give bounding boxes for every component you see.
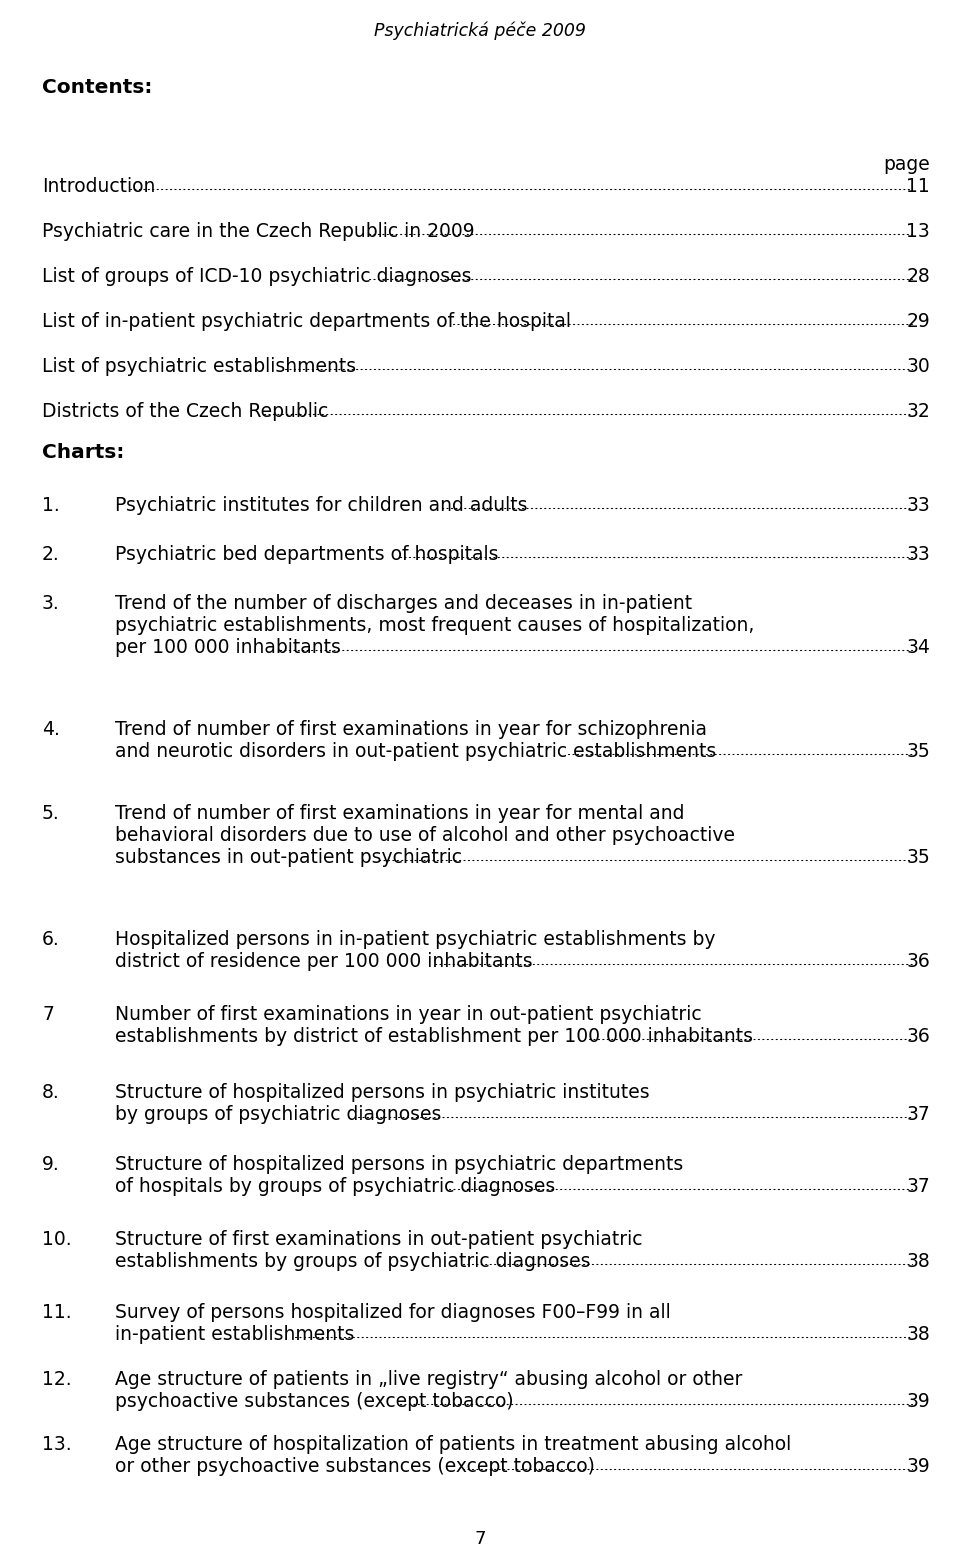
Text: Age structure of hospitalization of patients in treatment abusing alcohol: Age structure of hospitalization of pati… xyxy=(115,1435,791,1454)
Text: 28: 28 xyxy=(906,267,930,286)
Text: List of in-patient psychiatric departments of the hospital: List of in-patient psychiatric departmen… xyxy=(42,312,571,331)
Text: Introduction: Introduction xyxy=(42,177,156,195)
Text: 7: 7 xyxy=(474,1531,486,1548)
Text: List of groups of ICD-10 psychiatric diagnoses: List of groups of ICD-10 psychiatric dia… xyxy=(42,267,471,286)
Text: 38: 38 xyxy=(906,1325,930,1343)
Text: or other psychoactive substances (except tobacco): or other psychoactive substances (except… xyxy=(115,1457,595,1476)
Text: of hospitals by groups of psychiatric diagnoses: of hospitals by groups of psychiatric di… xyxy=(115,1178,555,1196)
Text: Structure of first examinations in out-patient psychiatric: Structure of first examinations in out-p… xyxy=(115,1229,642,1250)
Text: Trend of the number of discharges and deceases in in-patient: Trend of the number of discharges and de… xyxy=(115,594,692,612)
Text: substances in out-patient psychiatric: substances in out-patient psychiatric xyxy=(115,848,462,867)
Text: 35: 35 xyxy=(906,848,930,867)
Text: 33: 33 xyxy=(906,545,930,564)
Text: Trend of number of first examinations in year for schizophrenia: Trend of number of first examinations in… xyxy=(115,720,707,739)
Text: Psychiatrická péče 2009: Psychiatrická péče 2009 xyxy=(374,22,586,41)
Text: Charts:: Charts: xyxy=(42,444,125,462)
Text: Structure of hospitalized persons in psychiatric departments: Structure of hospitalized persons in psy… xyxy=(115,1154,684,1175)
Text: Age structure of patients in „live registry“ abusing alcohol or other: Age structure of patients in „live regis… xyxy=(115,1370,742,1389)
Text: 6.: 6. xyxy=(42,929,60,950)
Text: 12.: 12. xyxy=(42,1370,72,1389)
Text: 2.: 2. xyxy=(42,545,60,564)
Text: establishments by groups of psychiatric diagnoses: establishments by groups of psychiatric … xyxy=(115,1253,590,1271)
Text: Contents:: Contents: xyxy=(42,78,153,97)
Text: 3.: 3. xyxy=(42,594,60,612)
Text: 36: 36 xyxy=(906,1026,930,1047)
Text: by groups of psychiatric diagnoses: by groups of psychiatric diagnoses xyxy=(115,1104,442,1125)
Text: 7: 7 xyxy=(42,1004,54,1025)
Text: 39: 39 xyxy=(906,1392,930,1410)
Text: per 100 000 inhabitants: per 100 000 inhabitants xyxy=(115,637,341,658)
Text: Psychiatric care in the Czech Republic in 2009: Psychiatric care in the Czech Republic i… xyxy=(42,222,474,241)
Text: 11: 11 xyxy=(906,177,930,195)
Text: psychiatric establishments, most frequent causes of hospitalization,: psychiatric establishments, most frequen… xyxy=(115,615,755,636)
Text: 34: 34 xyxy=(906,637,930,658)
Text: in-patient establishments: in-patient establishments xyxy=(115,1325,354,1343)
Text: 35: 35 xyxy=(906,742,930,761)
Text: Number of first examinations in year in out-patient psychiatric: Number of first examinations in year in … xyxy=(115,1004,702,1025)
Text: 8.: 8. xyxy=(42,1082,60,1103)
Text: Survey of persons hospitalized for diagnoses F00–F99 in all: Survey of persons hospitalized for diagn… xyxy=(115,1303,671,1321)
Text: 29: 29 xyxy=(906,312,930,331)
Text: 38: 38 xyxy=(906,1253,930,1271)
Text: page: page xyxy=(883,155,930,173)
Text: Districts of the Czech Republic: Districts of the Czech Republic xyxy=(42,401,328,422)
Text: 13: 13 xyxy=(906,222,930,241)
Text: 33: 33 xyxy=(906,497,930,515)
Text: 30: 30 xyxy=(906,358,930,376)
Text: 9.: 9. xyxy=(42,1154,60,1175)
Text: Psychiatric institutes for children and adults: Psychiatric institutes for children and … xyxy=(115,497,527,515)
Text: psychoactive substances (except tobacco): psychoactive substances (except tobacco) xyxy=(115,1392,514,1410)
Text: Psychiatric bed departments of hospitals: Psychiatric bed departments of hospitals xyxy=(115,545,498,564)
Text: 11.: 11. xyxy=(42,1303,72,1321)
Text: 37: 37 xyxy=(906,1104,930,1125)
Text: Trend of number of first examinations in year for mental and: Trend of number of first examinations in… xyxy=(115,804,684,823)
Text: establishments by district of establishment per 100 000 inhabitants: establishments by district of establishm… xyxy=(115,1026,753,1047)
Text: 4.: 4. xyxy=(42,720,60,739)
Text: 37: 37 xyxy=(906,1178,930,1196)
Text: 32: 32 xyxy=(906,401,930,422)
Text: Structure of hospitalized persons in psychiatric institutes: Structure of hospitalized persons in psy… xyxy=(115,1082,650,1103)
Text: district of residence per 100 000 inhabitants: district of residence per 100 000 inhabi… xyxy=(115,951,533,972)
Text: 13.: 13. xyxy=(42,1435,72,1454)
Text: and neurotic disorders in out-patient psychiatric establishments: and neurotic disorders in out-patient ps… xyxy=(115,742,716,761)
Text: 39: 39 xyxy=(906,1457,930,1476)
Text: 1.: 1. xyxy=(42,497,60,515)
Text: behavioral disorders due to use of alcohol and other psychoactive: behavioral disorders due to use of alcoh… xyxy=(115,826,735,845)
Text: 10.: 10. xyxy=(42,1229,72,1250)
Text: Hospitalized persons in in-patient psychiatric establishments by: Hospitalized persons in in-patient psych… xyxy=(115,929,715,950)
Text: List of psychiatric establishments: List of psychiatric establishments xyxy=(42,358,356,376)
Text: 36: 36 xyxy=(906,951,930,972)
Text: 5.: 5. xyxy=(42,804,60,823)
